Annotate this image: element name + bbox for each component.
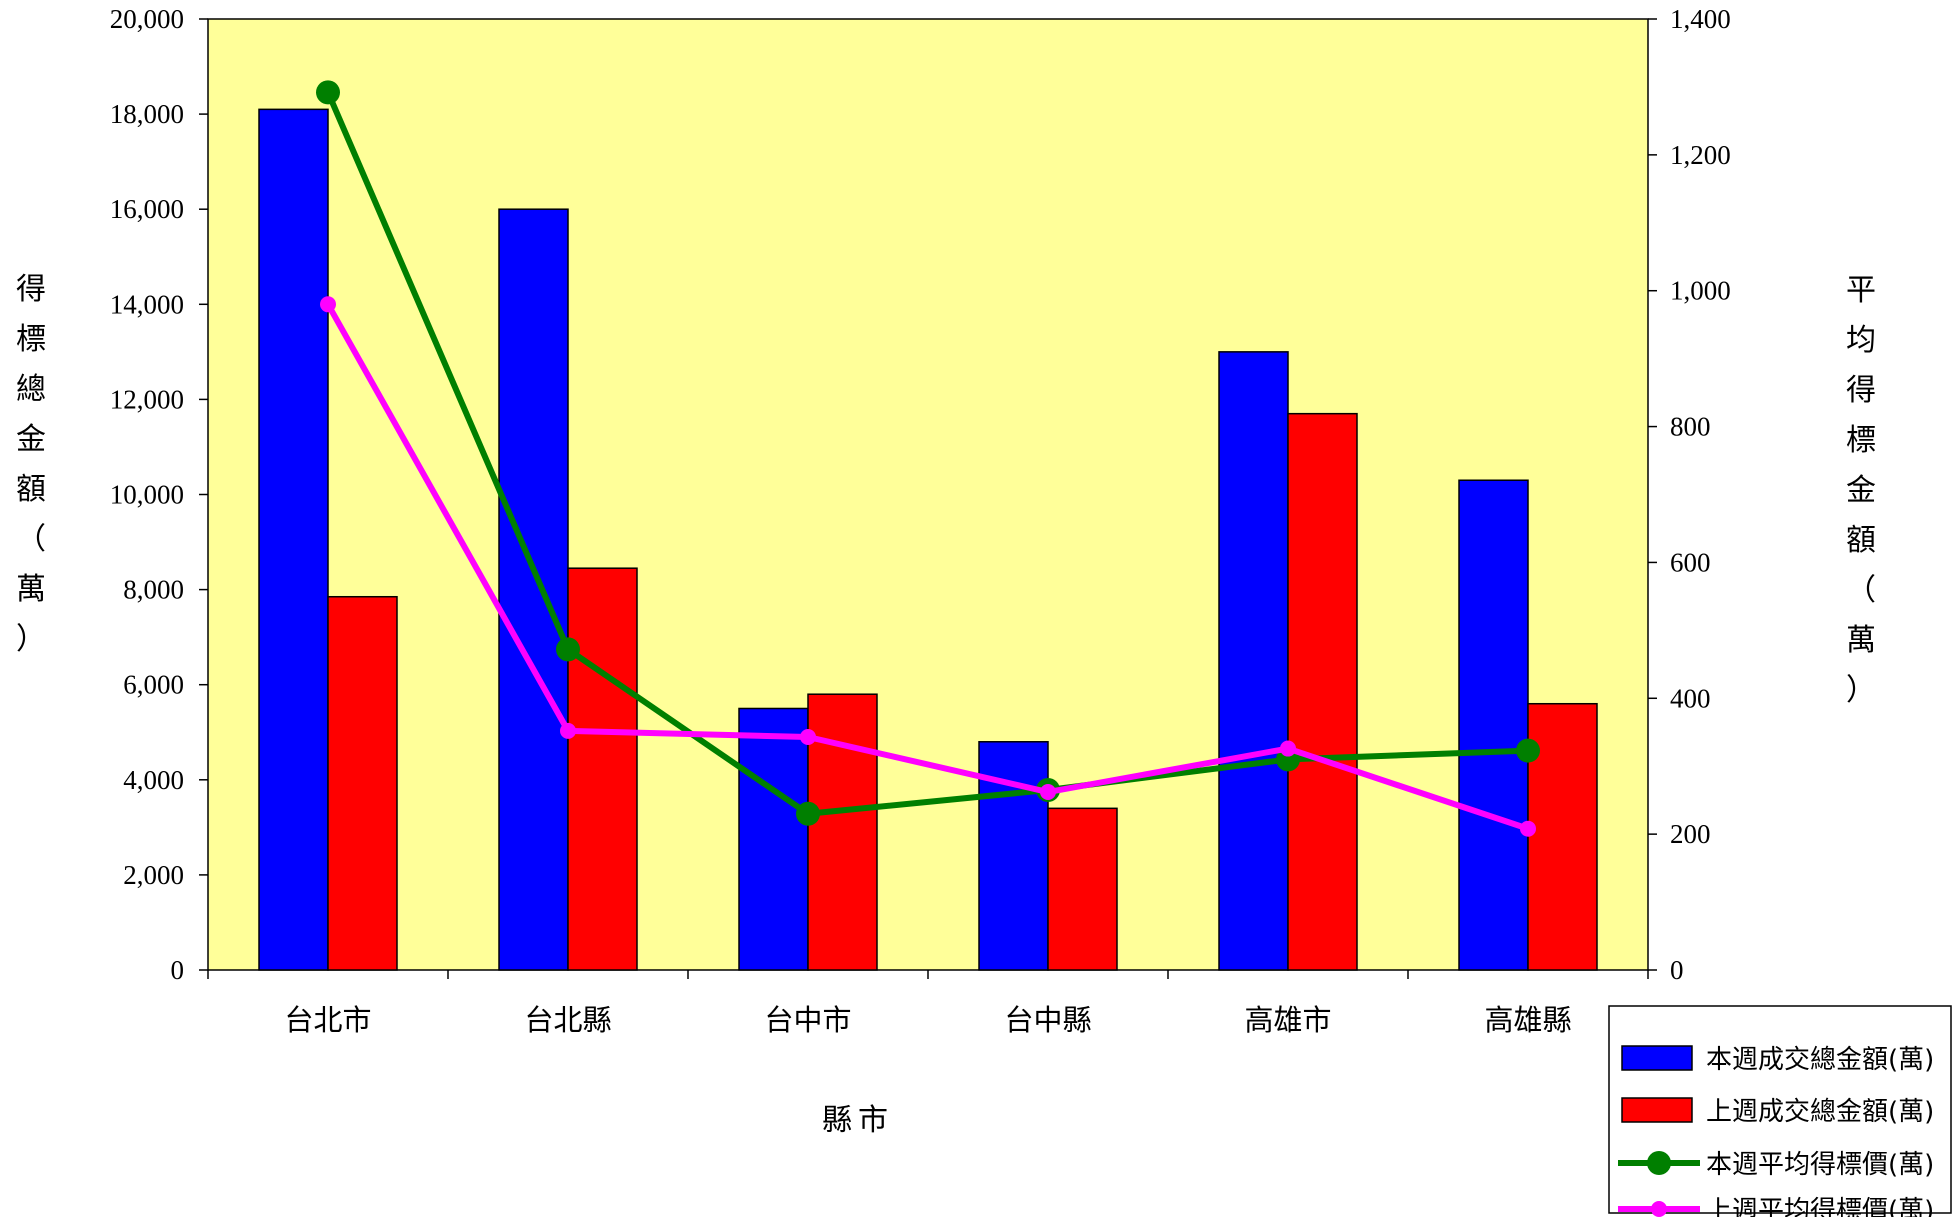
y-tick-label: 10,000 (110, 480, 184, 510)
legend-label-1: 上週成交總金額(萬) (1706, 1097, 1934, 1127)
bar-last-week-total-4 (1287, 412, 1358, 971)
bar-last-week-total-3 (1047, 807, 1118, 971)
point-last-week-avg-0 (320, 296, 336, 313)
plot-area (207, 18, 1649, 971)
legend-label-2: 本週平均得標價(萬) (1706, 1150, 1934, 1180)
legend: 本週成交總金額(萬) 上週成交總金額(萬) 本週平均得標價(萬) 上週平均得標價(萬) (1608, 1005, 1952, 1217)
bar-last-week-total-5 (1527, 702, 1598, 971)
bar-this-week-total-0 (258, 108, 329, 971)
bars-group (258, 108, 1598, 971)
y-axis-title: 得標總金額（萬） (16, 272, 46, 657)
x-tick-label-4: 高雄市 (1244, 1003, 1331, 1037)
y2-tick-label: 1,400 (1670, 4, 1731, 34)
point-this-week-avg-5 (1516, 738, 1540, 763)
point-last-week-avg-4 (1280, 740, 1296, 757)
y-tick-label: 4,000 (123, 765, 184, 795)
bar-last-week-total-2 (807, 693, 878, 971)
x-axis-title: 縣市 (822, 1103, 894, 1138)
y-tick-label: 20,000 (110, 4, 184, 34)
point-this-week-avg-1 (556, 637, 580, 662)
bar-this-week-total-2 (738, 707, 809, 971)
line-this-week-avg (325, 91, 1529, 817)
y2-axis-title: 平均得標金額（萬） (1846, 273, 1876, 708)
bar-last-week-total-0 (327, 595, 398, 971)
legend-marker-3 (1651, 1201, 1667, 1217)
y-tick-label: 0 (171, 955, 185, 985)
bar-this-week-total-5 (1458, 479, 1529, 971)
line-last-week-avg (325, 302, 1529, 832)
y2-tick-label: 1,000 (1670, 276, 1731, 306)
y-tick-label: 2,000 (123, 860, 184, 890)
y-tick-label: 14,000 (110, 289, 184, 319)
axes-group: 0 2,000 4,000 6,000 8,000 10,000 12,000 14,000 1… (16, 4, 1876, 1138)
x-tick-label-1: 台北縣 (524, 1003, 611, 1037)
point-this-week-avg-0 (316, 80, 340, 105)
x-tick-label-5: 高雄縣 (1484, 1003, 1571, 1037)
y2-tick-label: 400 (1670, 683, 1711, 713)
point-this-week-avg-2 (796, 801, 820, 826)
y2-tick-label: 200 (1670, 819, 1711, 849)
point-last-week-avg-5 (1520, 820, 1536, 837)
y2-tick-label: 800 (1670, 412, 1711, 442)
legend-swatch-0 (1621, 1045, 1693, 1071)
legend-swatch-1 (1621, 1097, 1693, 1123)
y-tick-label: 12,000 (110, 384, 184, 414)
legend-label-3: 上週平均得標價(萬) (1706, 1196, 1934, 1217)
y2-tick-label: 600 (1670, 547, 1711, 577)
bar-this-week-total-4 (1218, 351, 1289, 971)
x-tick-label-3: 台中縣 (1004, 1003, 1091, 1037)
y-tick-label: 18,000 (110, 99, 184, 129)
bar-this-week-total-1 (498, 208, 569, 971)
bar-last-week-total-1 (567, 567, 638, 971)
point-last-week-avg-2 (800, 729, 816, 746)
y-tick-label: 16,000 (110, 194, 184, 224)
x-tick-label-0: 台北市 (284, 1003, 371, 1037)
y-tick-label: 6,000 (123, 670, 184, 700)
legend-label-0: 本週成交總金額(萬) (1706, 1045, 1934, 1075)
y-tick-label: 8,000 (123, 575, 184, 605)
legend-marker-2 (1647, 1151, 1671, 1175)
x-tick-label-2: 台中市 (764, 1003, 851, 1037)
y2-tick-label: 1,200 (1670, 140, 1731, 170)
lines-group (316, 80, 1540, 837)
y2-tick-label: 0 (1670, 955, 1684, 985)
point-last-week-avg-1 (560, 722, 576, 739)
point-last-week-avg-3 (1040, 784, 1056, 801)
